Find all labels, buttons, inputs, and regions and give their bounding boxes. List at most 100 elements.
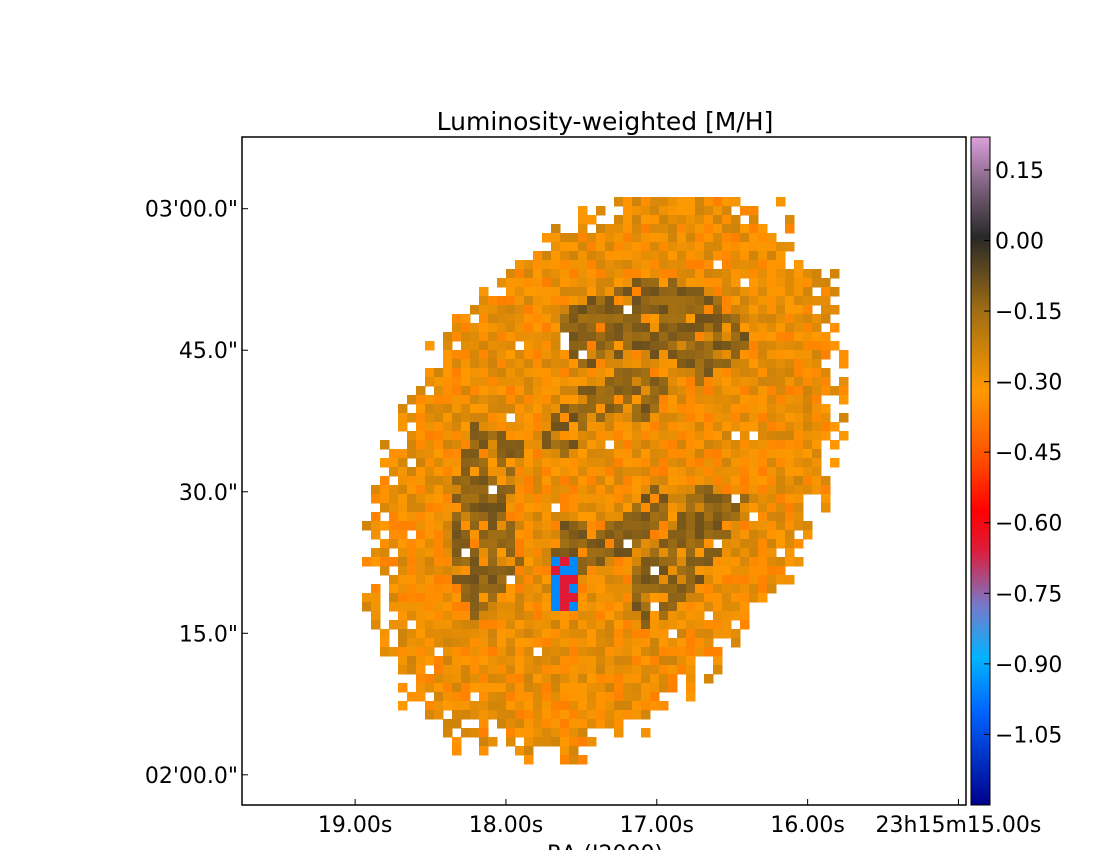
heatmap-cell [785,269,795,279]
heatmap-cell [830,422,840,432]
heatmap-cell [767,368,777,378]
heatmap-cell [398,467,408,477]
heatmap-cell [560,377,570,387]
heatmap-cell [560,242,570,252]
heatmap-cell [749,260,759,270]
heatmap-cell [434,611,444,621]
heatmap-cell [758,278,768,288]
heatmap-cell [605,404,615,414]
heatmap-cell [641,566,651,576]
heatmap-cell [578,755,588,765]
heatmap-cell [632,503,642,513]
heatmap-cell [641,539,651,549]
heatmap-cell [686,692,696,702]
heatmap-cell [542,611,552,621]
heatmap-cell [398,656,408,666]
heatmap-cell [497,431,507,441]
heatmap-cell [758,512,768,522]
heatmap-cell [443,575,453,585]
heatmap-cell [533,332,543,342]
heatmap-cell [542,593,552,603]
heatmap-cell [731,287,741,297]
heatmap-cell [578,440,588,450]
heatmap-cell [749,458,759,468]
heatmap-cell [758,593,768,603]
heatmap-cell [821,341,831,351]
heatmap-cell [614,413,624,423]
heatmap-cell [515,395,525,405]
heatmap-cell [713,440,723,450]
heatmap-cell [524,638,534,648]
heatmap-cell [668,449,678,459]
heatmap-cell [731,332,741,342]
heatmap-cell [497,332,507,342]
heatmap-cell [686,287,696,297]
heatmap-cell [569,602,579,612]
heatmap-cell [488,422,498,432]
heatmap-cell [407,476,417,486]
heatmap-cell [641,242,651,252]
heatmap-cell [695,431,705,441]
heatmap-cell [713,548,723,558]
heatmap-cell [380,557,390,567]
heatmap-cell [551,368,561,378]
heatmap-cell [605,593,615,603]
heatmap-cell [614,539,624,549]
heatmap-cell [704,557,714,567]
heatmap-cell [830,287,840,297]
heatmap-cell [515,431,525,441]
heatmap-cell [596,638,606,648]
heatmap-cell [794,458,804,468]
heatmap-cell [605,251,615,261]
heatmap-cell [452,656,462,666]
heatmap-cell [767,494,777,504]
heatmap-cell [749,575,759,585]
heatmap-cell [614,458,624,468]
y-tick-label: 02'00.0" [145,764,238,789]
heatmap-cell [497,314,507,324]
heatmap-cell [749,341,759,351]
heatmap-cell [605,368,615,378]
heatmap-cell [470,440,480,450]
heatmap-cell [677,359,687,369]
heatmap-cell [722,530,732,540]
heatmap-cell [470,359,480,369]
heatmap-cell [614,251,624,261]
heatmap-cell [506,305,516,315]
heatmap-cell [596,458,606,468]
heatmap-cell [425,656,435,666]
heatmap-cell [623,260,633,270]
heatmap-cell [758,314,768,324]
heatmap-cell [524,557,534,567]
heatmap-cell [614,593,624,603]
heatmap-cell [740,368,750,378]
heatmap-cell [560,314,570,324]
heatmap-cell [668,269,678,279]
heatmap-cell [605,611,615,621]
heatmap-cell [524,647,534,657]
heatmap-cell [551,323,561,333]
heatmap-cell [614,602,624,612]
heatmap-cell [461,512,471,522]
heatmap-cell [605,341,615,351]
heatmap-cell [794,260,804,270]
heatmap-cell [686,467,696,477]
heatmap-cell [650,530,660,540]
heatmap-cell [641,494,651,504]
heatmap-cell [569,494,579,504]
heatmap-cell [668,458,678,468]
heatmap-cell [650,206,660,216]
heatmap-cell [506,341,516,351]
heatmap-cell [479,449,489,459]
heatmap-cell [569,512,579,522]
heatmap-cell [542,638,552,648]
heatmap-cell [686,197,696,207]
heatmap-cell [578,674,588,684]
heatmap-cell [551,278,561,288]
heatmap-cell [776,377,786,387]
heatmap-cell [659,269,669,279]
heatmap-cell [506,683,516,693]
heatmap-cell [731,530,741,540]
heatmap-cell [632,683,642,693]
heatmap-cell [596,710,606,720]
